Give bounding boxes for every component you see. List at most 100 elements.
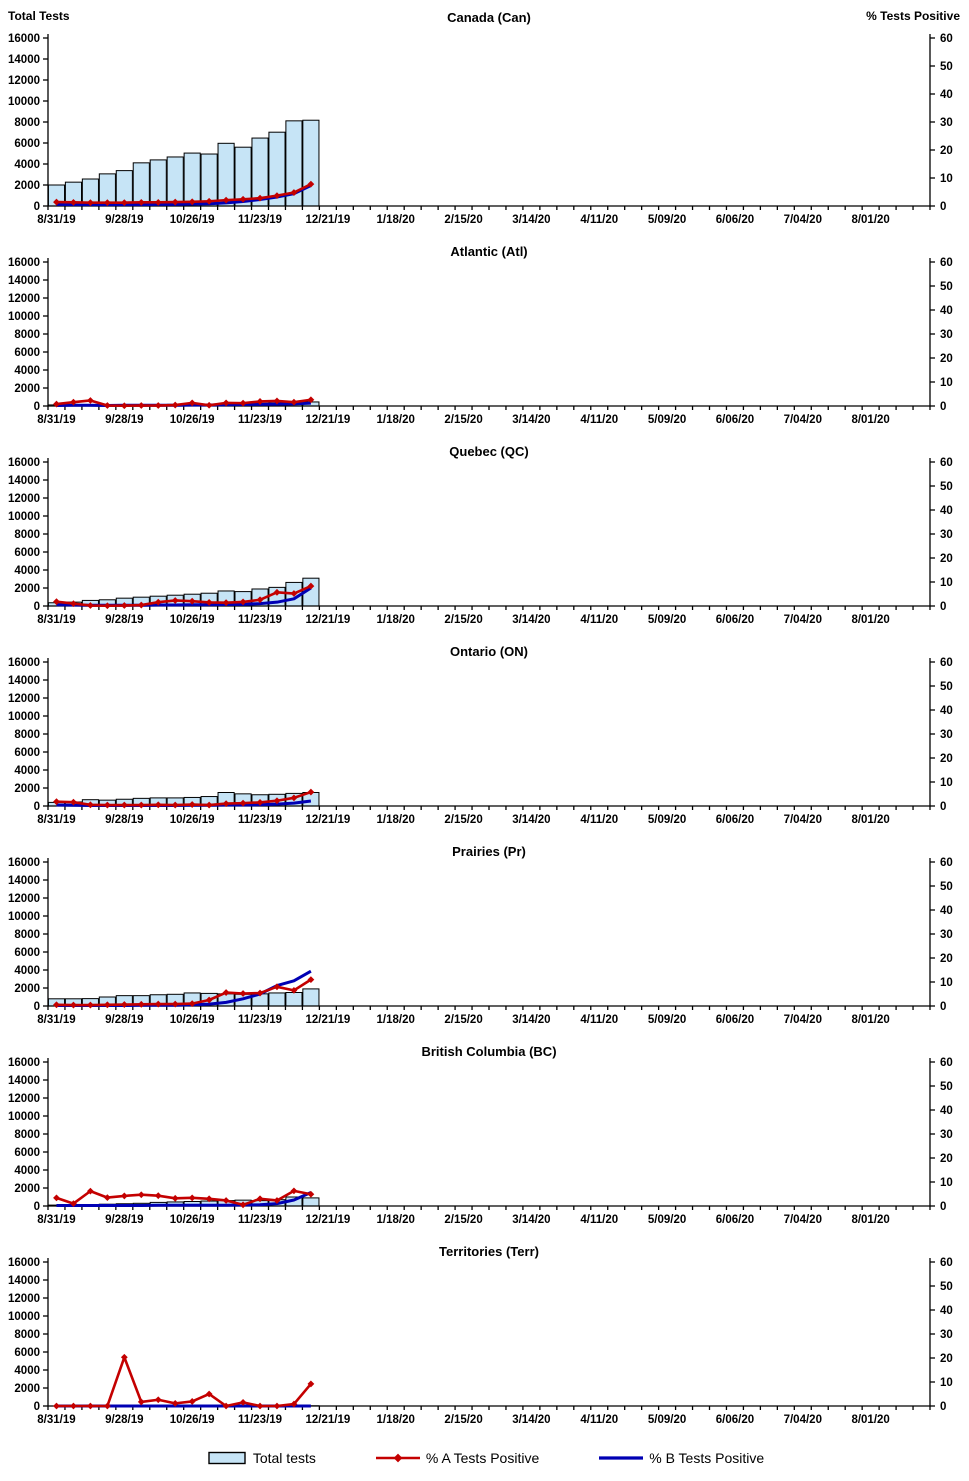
svg-text:60: 60 xyxy=(940,457,953,469)
svg-text:10000: 10000 xyxy=(8,311,40,323)
panel-title: Canada (Can) xyxy=(447,10,531,25)
svg-text:4/11/20: 4/11/20 xyxy=(580,1014,618,1026)
panel-atlantic: 0 2000 4000 6000 8000 10000 12000 14000 16000 0 10… xyxy=(0,236,969,436)
pct-a-line xyxy=(56,1189,312,1207)
pct-a-line xyxy=(56,978,312,1007)
svg-text:3/14/20: 3/14/20 xyxy=(512,414,550,426)
svg-text:10/26/19: 10/26/19 xyxy=(170,614,215,626)
svg-text:7/04/20: 7/04/20 xyxy=(784,614,822,626)
svg-text:10000: 10000 xyxy=(8,1111,40,1123)
svg-text:6/06/20: 6/06/20 xyxy=(716,414,754,426)
svg-text:40: 40 xyxy=(940,89,953,101)
svg-text:4000: 4000 xyxy=(14,1365,40,1377)
svg-text:8000: 8000 xyxy=(14,329,40,341)
svg-text:1/18/20: 1/18/20 xyxy=(377,414,415,426)
pct-a-line xyxy=(56,1355,312,1408)
axis-tick-labels: 0 2000 4000 6000 8000 10000 12000 14000 16000 0 10… xyxy=(8,257,953,426)
svg-text:12/21/19: 12/21/19 xyxy=(305,614,350,626)
svg-text:30: 30 xyxy=(940,1329,953,1341)
svg-text:12000: 12000 xyxy=(8,1093,40,1105)
panel-title: Quebec (QC) xyxy=(449,444,528,459)
svg-text:8000: 8000 xyxy=(14,117,40,129)
svg-text:14000: 14000 xyxy=(8,875,40,887)
svg-text:40: 40 xyxy=(940,705,953,717)
svg-text:0: 0 xyxy=(940,1201,946,1213)
right-axis-header: % Tests Positive xyxy=(866,9,960,23)
svg-text:12000: 12000 xyxy=(8,493,40,505)
svg-text:8/01/20: 8/01/20 xyxy=(851,1414,889,1426)
svg-text:10/26/19: 10/26/19 xyxy=(170,814,215,826)
svg-text:6/06/20: 6/06/20 xyxy=(716,814,754,826)
pct-a-line xyxy=(56,790,312,807)
svg-text:6/06/20: 6/06/20 xyxy=(716,1214,754,1226)
svg-text:5/09/20: 5/09/20 xyxy=(648,1214,686,1226)
panel-quebec: 0 2000 4000 6000 8000 10000 12000 14000 16000 0 10… xyxy=(0,436,969,636)
svg-text:5/09/20: 5/09/20 xyxy=(648,614,686,626)
svg-text:8/01/20: 8/01/20 xyxy=(851,1014,889,1026)
svg-text:8000: 8000 xyxy=(14,729,40,741)
total-tests-swatch-icon xyxy=(208,1451,246,1465)
svg-text:1/18/20: 1/18/20 xyxy=(377,214,415,226)
svg-text:2000: 2000 xyxy=(14,1183,40,1195)
svg-text:8/31/19: 8/31/19 xyxy=(37,614,75,626)
svg-text:5/09/20: 5/09/20 xyxy=(648,414,686,426)
svg-text:6000: 6000 xyxy=(14,138,40,150)
svg-text:20: 20 xyxy=(940,145,953,157)
svg-text:20: 20 xyxy=(940,1153,953,1165)
svg-text:1/18/20: 1/18/20 xyxy=(377,614,415,626)
svg-text:9/28/19: 9/28/19 xyxy=(105,614,143,626)
svg-text:16000: 16000 xyxy=(8,1057,40,1069)
svg-text:8000: 8000 xyxy=(14,1329,40,1341)
pct-a-line xyxy=(56,398,312,408)
svg-text:12/21/19: 12/21/19 xyxy=(305,814,350,826)
legend-item-total-tests: Total tests xyxy=(205,1450,316,1466)
svg-text:3/14/20: 3/14/20 xyxy=(512,1214,550,1226)
svg-text:10000: 10000 xyxy=(8,911,40,923)
svg-text:8/01/20: 8/01/20 xyxy=(851,814,889,826)
svg-text:5/09/20: 5/09/20 xyxy=(648,1014,686,1026)
svg-text:0: 0 xyxy=(34,601,40,613)
svg-text:10/26/19: 10/26/19 xyxy=(170,1014,215,1026)
pct-a-markers xyxy=(53,396,315,410)
svg-text:60: 60 xyxy=(940,657,953,669)
svg-text:4000: 4000 xyxy=(14,365,40,377)
svg-text:10: 10 xyxy=(940,173,953,185)
svg-text:60: 60 xyxy=(940,257,953,269)
svg-text:16000: 16000 xyxy=(8,457,40,469)
svg-text:40: 40 xyxy=(940,305,953,317)
axes xyxy=(43,858,935,1010)
axis-tick-labels: 0 2000 4000 6000 8000 10000 12000 14000 16000 0 10… xyxy=(8,457,953,626)
pct-a-line-icon xyxy=(375,1453,420,1463)
svg-text:16000: 16000 xyxy=(8,1257,40,1269)
pct-a-markers xyxy=(53,788,315,809)
svg-text:11/23/19: 11/23/19 xyxy=(238,214,282,226)
svg-text:14000: 14000 xyxy=(8,54,40,66)
svg-text:6000: 6000 xyxy=(14,747,40,759)
svg-text:2/15/20: 2/15/20 xyxy=(444,1214,482,1226)
svg-text:0: 0 xyxy=(940,1001,946,1013)
svg-text:2/15/20: 2/15/20 xyxy=(444,1414,482,1426)
pct-a-markers xyxy=(53,180,315,207)
pct-a-line xyxy=(56,584,312,608)
svg-text:20: 20 xyxy=(940,753,953,765)
svg-text:12000: 12000 xyxy=(8,893,40,905)
panel-canada: 0 2000 4000 6000 8000 10000 12000 14000 16000 0 10… xyxy=(0,0,969,236)
axis-tick-labels: 0 2000 4000 6000 8000 10000 12000 14000 16000 0 10… xyxy=(8,657,953,826)
svg-text:40: 40 xyxy=(940,1305,953,1317)
svg-text:4000: 4000 xyxy=(14,1165,40,1177)
svg-text:11/23/19: 11/23/19 xyxy=(238,1414,282,1426)
svg-text:0: 0 xyxy=(940,401,946,413)
svg-text:30: 30 xyxy=(940,329,953,341)
svg-text:6000: 6000 xyxy=(14,1347,40,1359)
svg-text:4000: 4000 xyxy=(14,565,40,577)
svg-text:10: 10 xyxy=(940,977,953,989)
svg-text:20: 20 xyxy=(940,1353,953,1365)
svg-text:6/06/20: 6/06/20 xyxy=(716,614,754,626)
svg-text:50: 50 xyxy=(940,1081,953,1093)
svg-text:10000: 10000 xyxy=(8,711,40,723)
pct-b-line xyxy=(56,1191,312,1208)
pct-a-markers xyxy=(53,1353,315,1410)
svg-text:30: 30 xyxy=(940,117,953,129)
svg-text:12/21/19: 12/21/19 xyxy=(305,1214,350,1226)
svg-text:40: 40 xyxy=(940,505,953,517)
